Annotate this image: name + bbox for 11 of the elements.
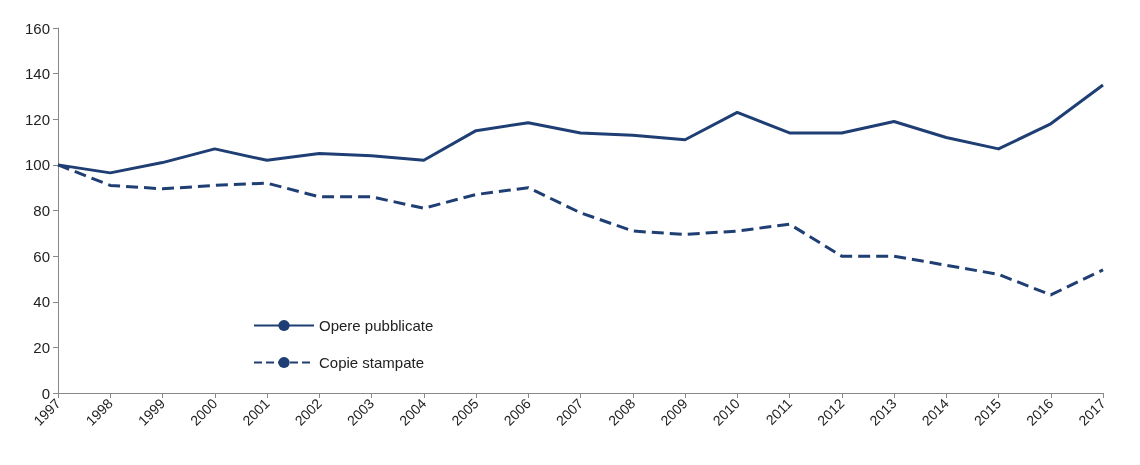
y-tick-label: 100 [24, 156, 50, 174]
legend-label: Opere pubblicate [319, 317, 434, 334]
legend-label: Copie stampate [319, 354, 425, 371]
y-tick-label: 140 [24, 65, 50, 83]
y-tick-label: 160 [24, 19, 50, 37]
y-tick-label: 20 [33, 338, 50, 356]
y-tick-label: 120 [24, 110, 50, 128]
y-tick-label: 80 [33, 202, 50, 219]
y-tick-label: 60 [33, 247, 50, 265]
y-tick-label: 40 [33, 293, 50, 311]
y-tick-label: 0 [41, 384, 50, 402]
